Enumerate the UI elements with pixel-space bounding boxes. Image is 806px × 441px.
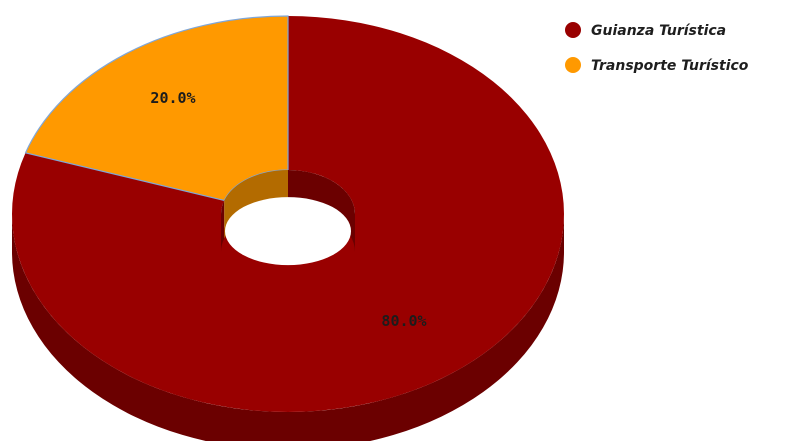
- slice-label-transporte: 20.0%: [150, 89, 195, 107]
- legend-item-transporte: Transporte Turístico: [565, 57, 749, 74]
- chart-legend: Guianza Turística Transporte Turístico: [565, 22, 749, 74]
- inner-wall-guianza-1: [221, 200, 225, 252]
- slice-top-guianza: [11, 16, 564, 412]
- donut-hole: [225, 197, 351, 266]
- legend-marker-transporte: [565, 57, 581, 73]
- legend-item-guianza: Guianza Turística: [565, 22, 726, 39]
- legend-label-guianza: Guianza Turística: [591, 23, 726, 39]
- slice-label-guianza: 80.0%: [381, 312, 426, 330]
- chart-body: [11, 15, 564, 441]
- legend-marker-guianza: [565, 22, 581, 38]
- legend-label-transporte: Transporte Turístico: [591, 58, 749, 74]
- slice-labels: 20.0% 80.0%: [150, 89, 426, 330]
